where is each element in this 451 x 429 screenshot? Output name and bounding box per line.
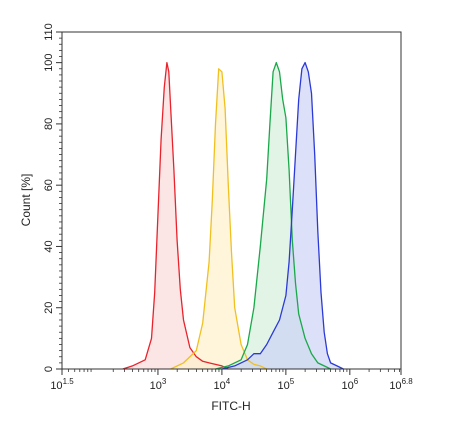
series-4-line [221,61,344,370]
x-tick-label-5: 106.8 [389,377,413,392]
y-tick-label-3: 60 [43,179,55,191]
series-2-line [170,68,267,370]
x-tick-label-4: 106 [341,377,358,392]
series-4-fill [221,62,344,369]
x-axis-title: FITC-H [211,399,250,413]
y-tick-label-4: 80 [43,118,55,130]
series-layer [122,61,344,370]
x-axis: 101.5 103 104 105 106 106.8 [50,369,413,392]
y-axis-title: Count [%] [19,174,33,227]
series-1-line [122,61,229,370]
series-2-fill [170,68,267,370]
x-tick-label-2: 104 [214,377,231,392]
y-tick-label-6: 110 [43,23,55,41]
series-3-line [215,61,331,370]
series-3-fill [215,62,331,369]
plot-frame [61,31,402,370]
y-tick-label-5: 100 [43,53,55,71]
y-tick-label-2: 40 [43,240,55,252]
x-tick-label-0: 101.5 [50,377,74,392]
x-tick-label-1: 103 [150,377,167,392]
y-tick-label-0: 0 [43,366,55,372]
y-axis: 0 20 40 60 80 100 110 [43,23,62,372]
x-tick-label-3: 105 [278,377,295,392]
y-tick-label-1: 20 [43,302,55,314]
